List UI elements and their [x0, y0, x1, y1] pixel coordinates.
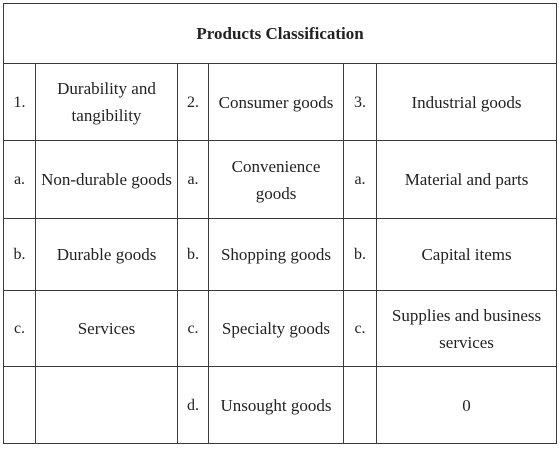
classification-table: Products Classification 1. Durability and…	[2, 3, 558, 444]
item-marker	[343, 366, 377, 444]
table-row: d. Unsought goods 0	[3, 366, 558, 444]
item-label: Supplies and business services	[375, 290, 558, 367]
item-marker: b.	[343, 218, 377, 291]
item-label: Durable goods	[35, 218, 178, 291]
item-label: Durability and tangibility	[35, 63, 178, 141]
item-marker: b.	[177, 218, 209, 291]
item-marker: c.	[3, 290, 36, 367]
item-label: Convenience goods	[208, 140, 344, 219]
table-row: 1. Durability and tangibility 2. Consumer g…	[3, 63, 558, 141]
table-body: 1. Durability and tangibility 2. Consumer g…	[3, 63, 558, 444]
item-label: Specialty goods	[208, 290, 344, 367]
table-title: Products Classification	[2, 3, 558, 64]
item-marker: a.	[343, 140, 377, 219]
item-marker: 1.	[3, 63, 36, 141]
item-marker: 3.	[343, 63, 377, 141]
item-label: Industrial goods	[375, 63, 558, 141]
title-row: Products Classification	[2, 3, 558, 64]
table-row: c. Services c. Specialty goods c. Supplies an…	[3, 290, 558, 367]
item-label: Capital items	[375, 218, 558, 291]
item-marker: 2.	[177, 63, 209, 141]
item-marker: a.	[177, 140, 209, 219]
item-marker: d.	[177, 366, 209, 444]
item-label: Non-durable goods	[35, 140, 178, 219]
item-label: 0	[375, 366, 558, 444]
item-label: Consumer goods	[208, 63, 344, 141]
item-label: Material and parts	[375, 140, 558, 219]
item-label	[35, 366, 178, 444]
table-row: b. Durable goods b. Shopping goods b. Capital…	[3, 218, 558, 291]
table-row: a. Non-durable goods a. Convenience goods a.…	[3, 140, 558, 219]
item-label: Unsought goods	[208, 366, 344, 444]
item-marker: b.	[3, 218, 36, 291]
item-marker: c.	[177, 290, 209, 367]
item-marker	[3, 366, 36, 444]
item-label: Shopping goods	[208, 218, 344, 291]
item-marker: c.	[343, 290, 377, 367]
item-label: Services	[35, 290, 178, 367]
item-marker: a.	[3, 140, 36, 219]
